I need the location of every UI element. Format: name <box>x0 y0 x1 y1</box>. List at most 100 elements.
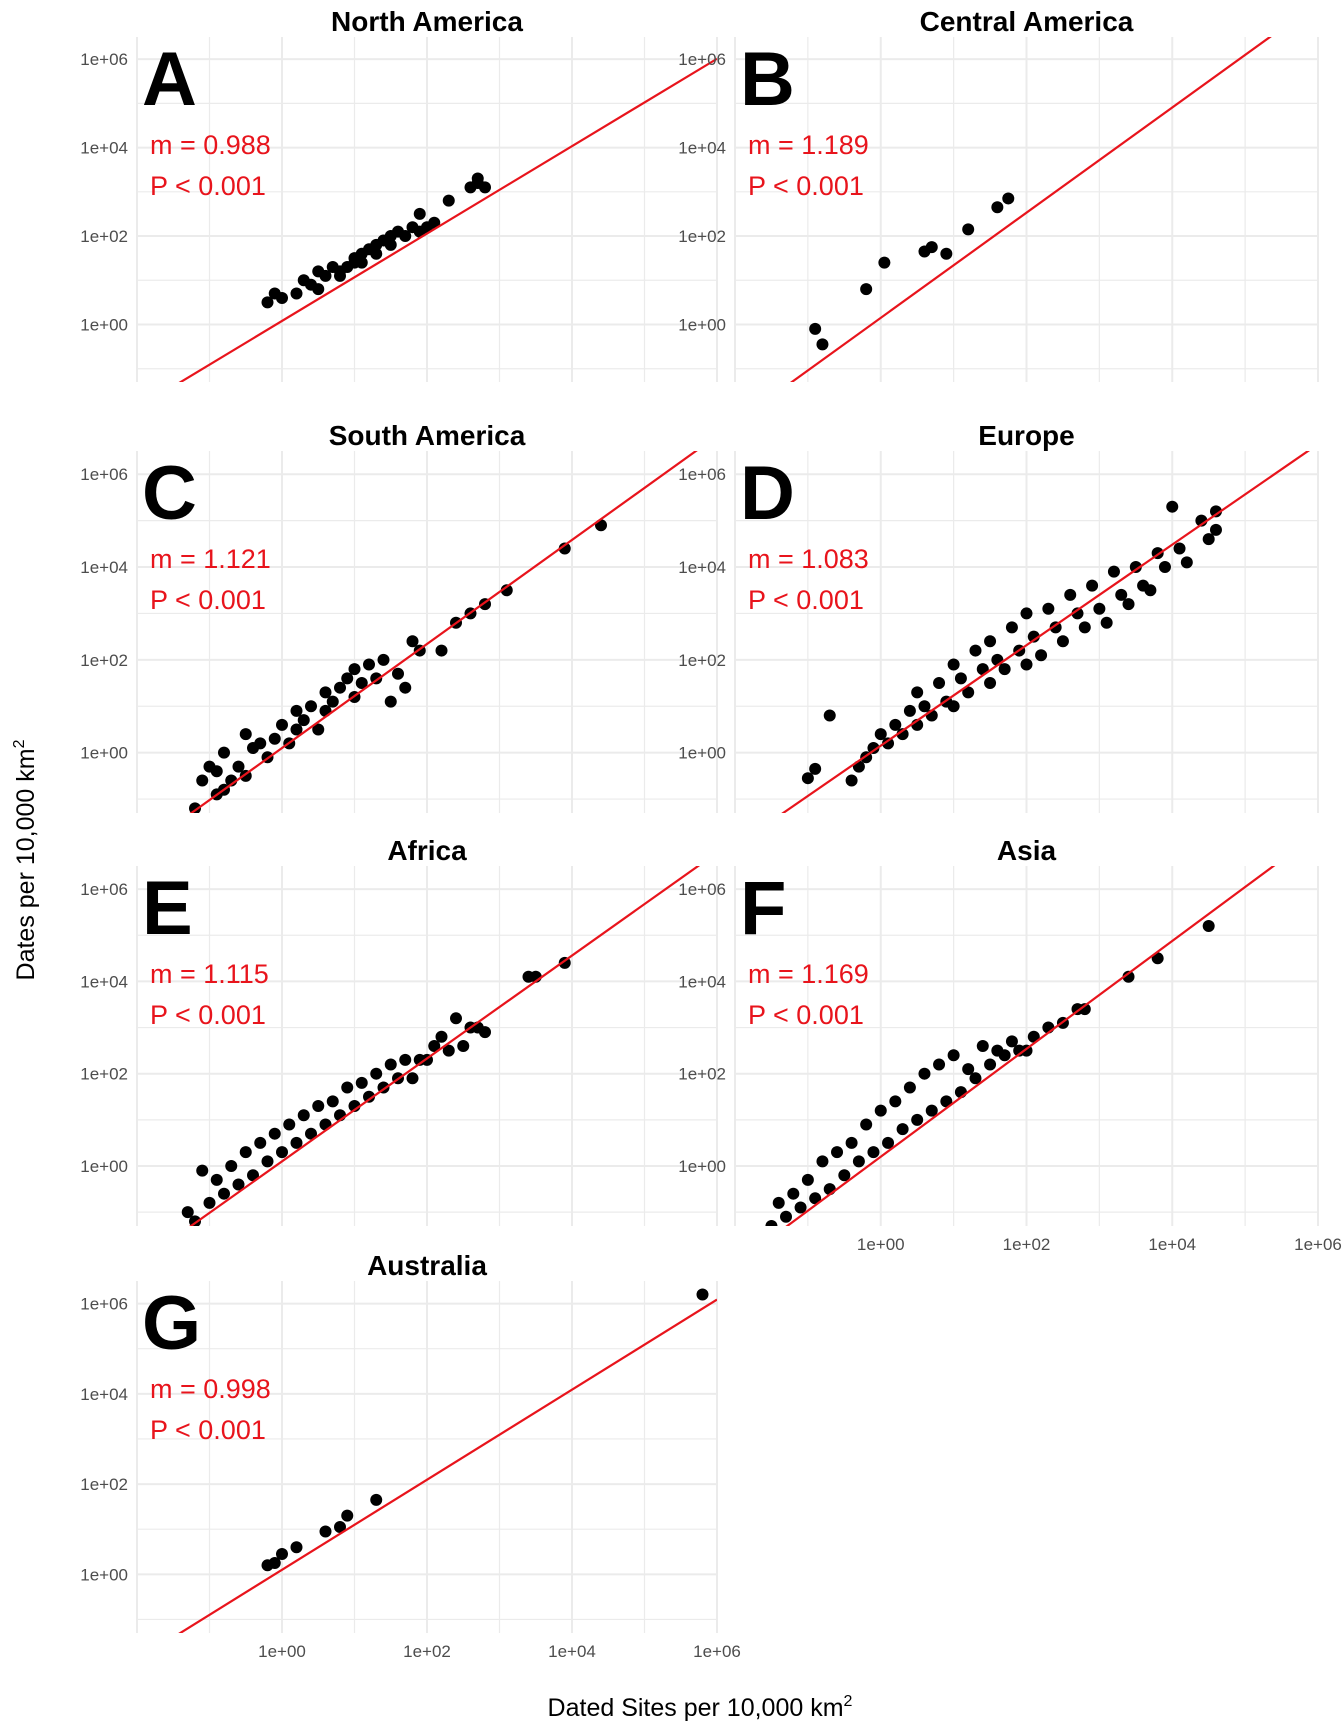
panel-title: Asia <box>997 835 1057 866</box>
data-point <box>399 681 412 694</box>
data-point <box>889 1095 902 1108</box>
data-point <box>196 774 209 787</box>
data-point <box>1115 588 1128 601</box>
x-tick-label: 1e+06 <box>693 1642 741 1661</box>
data-point <box>297 714 310 727</box>
data-point <box>334 269 346 282</box>
data-point <box>326 1095 339 1108</box>
data-point <box>947 700 960 713</box>
data-point <box>758 1229 770 1241</box>
data-point <box>1086 579 1099 592</box>
data-point <box>882 1136 895 1149</box>
y-tick-label: 1e+06 <box>678 880 726 899</box>
data-point <box>1129 561 1142 574</box>
data-point <box>348 663 361 676</box>
data-point <box>239 728 252 741</box>
data-point <box>998 1049 1011 1062</box>
data-point <box>852 1155 865 1168</box>
regression-line <box>189 866 701 1226</box>
data-point <box>1100 616 1113 629</box>
panel-europe: 1e+00 1e+02 1e+04 1e+06 Europe Dm = 1.083 P < … <box>678 420 1319 813</box>
data-point <box>326 695 339 708</box>
regression-line <box>785 866 1276 1226</box>
data-point <box>1122 970 1135 983</box>
data-point <box>290 1541 303 1554</box>
data-point <box>1166 500 1179 513</box>
p-value-annotation: P < 0.001 <box>150 1000 266 1030</box>
data-point <box>363 658 375 671</box>
data-point <box>254 1136 267 1149</box>
data-point <box>334 1520 346 1533</box>
y-tick-label: 1e+02 <box>80 651 128 670</box>
data-point <box>276 1146 288 1159</box>
data-point <box>889 718 902 731</box>
data-point <box>925 241 938 254</box>
data-point <box>1005 621 1018 634</box>
data-point <box>809 762 822 775</box>
data-point <box>1180 556 1193 569</box>
data-point <box>203 1196 216 1209</box>
data-point <box>305 700 317 713</box>
slope-annotation: m = 0.998 <box>150 1374 271 1404</box>
data-point <box>954 672 967 685</box>
slope-annotation: m = 0.988 <box>150 130 271 160</box>
panel-letter: F <box>740 866 786 951</box>
slope-annotation: m = 1.189 <box>748 130 869 160</box>
panel-title: Australia <box>367 1250 487 1281</box>
panel-title: Central America <box>920 6 1134 37</box>
data-point <box>290 1136 303 1149</box>
data-point <box>1202 533 1215 546</box>
data-point <box>867 742 880 755</box>
data-point <box>809 1192 822 1205</box>
data-point <box>998 663 1011 676</box>
data-point <box>290 704 303 717</box>
data-point <box>406 1072 419 1085</box>
regression-line <box>789 37 1272 382</box>
y-tick-label: 1e+00 <box>678 744 726 763</box>
data-point <box>838 1169 851 1182</box>
data-point <box>268 1557 281 1570</box>
data-point <box>1202 920 1215 932</box>
data-point <box>319 1525 332 1538</box>
data-point <box>218 746 230 759</box>
y-tick-label: 1e+06 <box>678 465 726 484</box>
data-point <box>991 201 1004 214</box>
data-point <box>319 686 332 699</box>
data-point <box>399 1053 412 1066</box>
data-point <box>896 1123 909 1136</box>
data-point <box>780 1210 793 1223</box>
points <box>801 500 1222 787</box>
points <box>261 1288 709 1572</box>
panel-title: Europe <box>978 420 1074 451</box>
data-point <box>384 238 397 251</box>
data-point <box>1209 523 1222 536</box>
data-point <box>1209 505 1222 518</box>
data-point <box>297 1109 310 1122</box>
data-point <box>210 1173 223 1186</box>
y-tick-label: 1e+02 <box>80 1475 128 1494</box>
data-point <box>479 181 491 194</box>
data-point <box>413 207 426 220</box>
data-point <box>442 1044 455 1057</box>
y-tick-label: 1e+02 <box>678 1065 726 1084</box>
data-point <box>1078 621 1091 634</box>
y-tick-label: 1e+06 <box>678 50 726 69</box>
data-point <box>696 1288 709 1301</box>
slope-annotation: m = 1.169 <box>748 959 869 989</box>
data-point <box>772 1196 785 1209</box>
data-point <box>210 765 223 778</box>
grid <box>136 1281 718 1633</box>
x-tick-label: 1e+00 <box>258 1642 306 1661</box>
data-point <box>406 635 419 648</box>
data-point <box>392 667 404 680</box>
data-point <box>918 700 931 713</box>
data-point <box>312 1100 325 1112</box>
p-value-annotation: P < 0.001 <box>150 585 266 615</box>
data-point <box>428 216 441 229</box>
x-tick-label: 1e+02 <box>403 1642 451 1661</box>
data-point <box>435 1030 448 1043</box>
data-point <box>860 1118 873 1131</box>
data-point <box>874 728 887 741</box>
data-point <box>479 1026 491 1039</box>
data-point <box>276 291 288 304</box>
